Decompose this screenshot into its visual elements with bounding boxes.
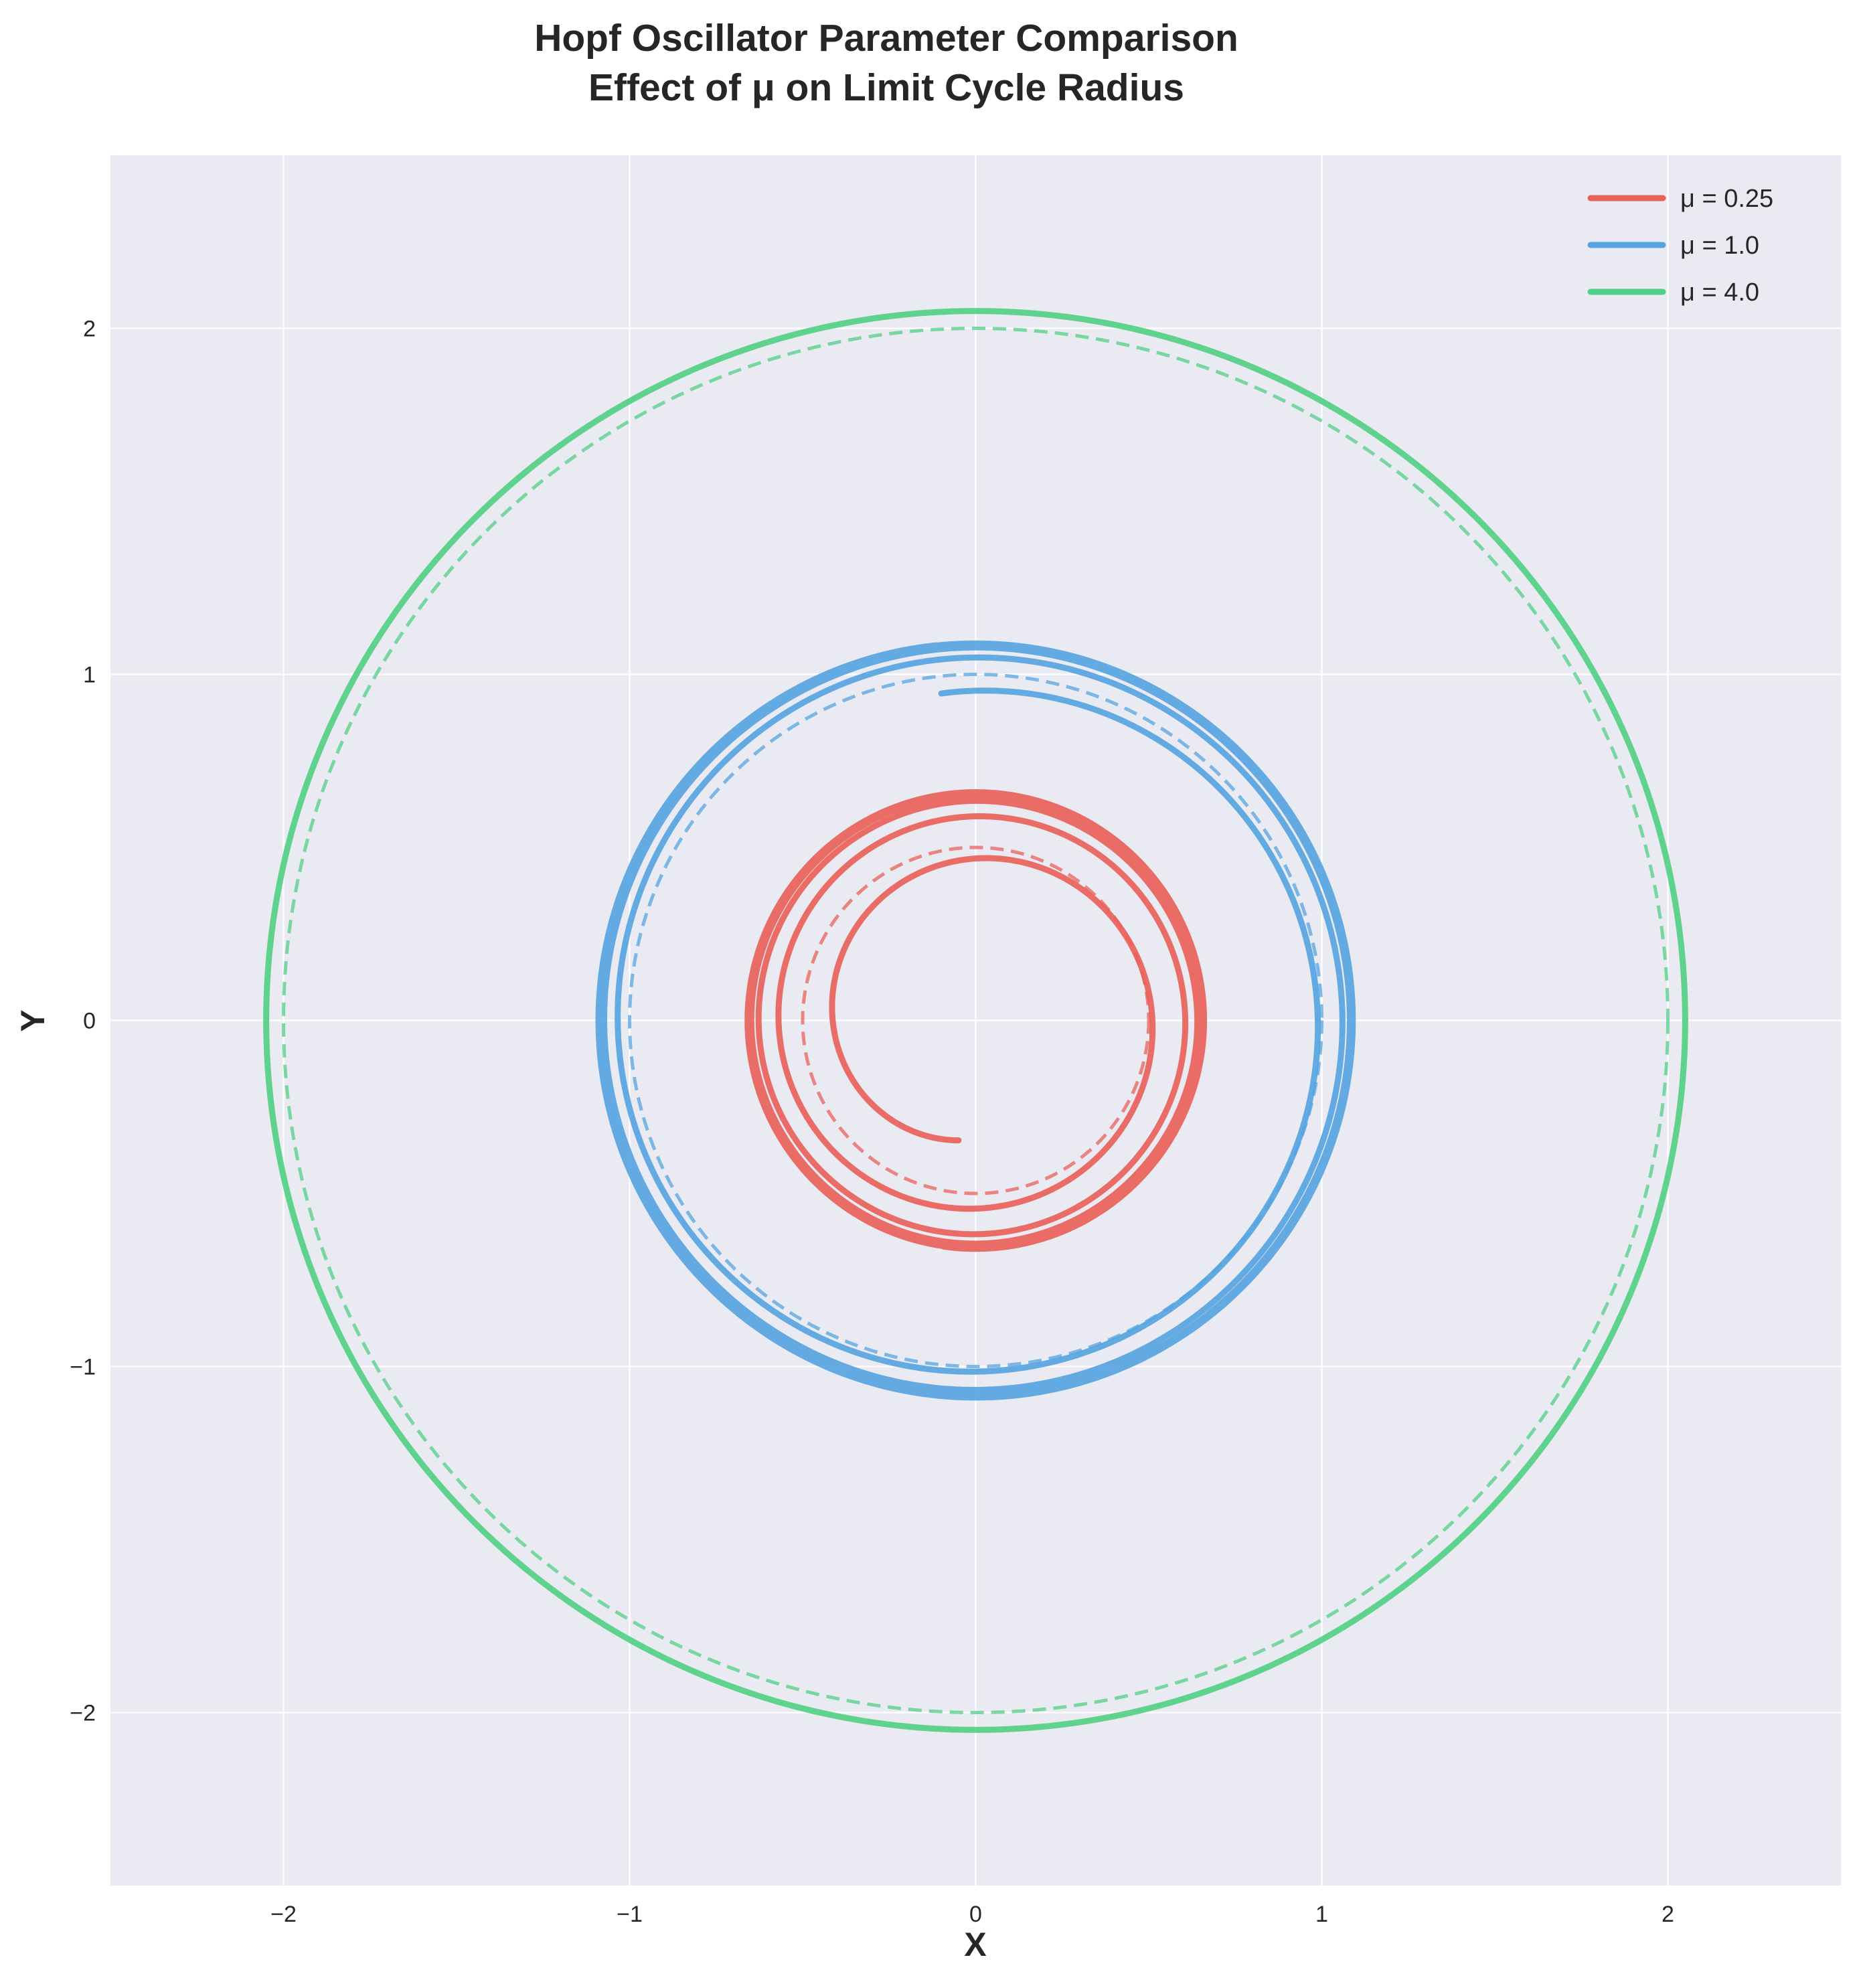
limit-cycle-series-1 (628, 673, 1323, 1368)
legend: μ = 0.25 μ = 1.0 μ = 4.0 (1587, 185, 1773, 307)
legend-label-0: μ = 0.25 (1680, 185, 1773, 213)
limit-cycle-series-0 (801, 845, 1151, 1195)
y-tick-label-2: 0 (83, 1009, 96, 1034)
trajectory-series-1 (595, 640, 1356, 1401)
y-tick-label-3: 1 (83, 663, 96, 688)
trajectory-series-0 (744, 789, 1208, 1252)
legend-label-2: μ = 4.0 (1680, 278, 1759, 307)
x-tick-label-2: 0 (969, 1902, 982, 1927)
y-axis-label: Y (14, 1009, 52, 1031)
x-tick-label-4: 2 (1662, 1902, 1674, 1927)
ticks: −2 −1 0 1 2 −2 −1 0 1 2 (70, 317, 1674, 1928)
chart-title: Hopf Oscillator Parameter Comparison (534, 17, 1238, 60)
x-tick-label-0: −2 (270, 1902, 297, 1927)
x-axis-label: X (964, 1926, 986, 1963)
y-tick-label-1: −1 (70, 1355, 96, 1380)
trajectory-series-2 (263, 308, 1688, 1733)
x-tick-label-1: −1 (617, 1902, 643, 1927)
legend-label-1: μ = 1.0 (1680, 232, 1759, 260)
x-tick-label-3: 1 (1315, 1902, 1328, 1927)
limit-cycle-series-2 (282, 327, 1670, 1714)
series-layer (263, 308, 1688, 1733)
y-tick-label-4: 2 (83, 317, 96, 342)
chart-subtitle: Effect of μ on Limit Cycle Radius (588, 66, 1184, 109)
y-tick-label-0: −2 (70, 1701, 96, 1726)
